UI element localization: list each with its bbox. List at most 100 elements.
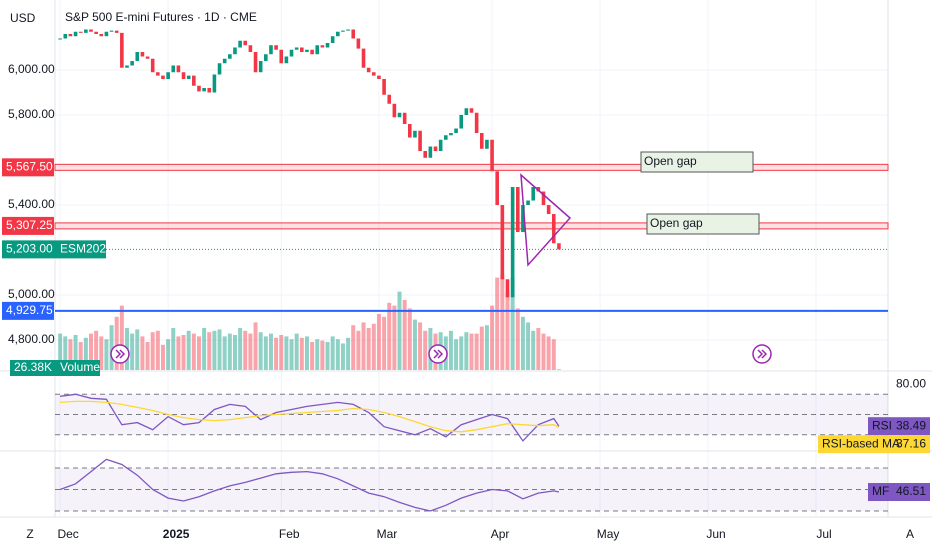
- volume-bar: [520, 316, 525, 370]
- candle-body: [145, 56, 150, 59]
- candle-body: [387, 94, 392, 104]
- candle-body: [551, 214, 556, 244]
- scale-button[interactable]: Z: [26, 527, 33, 541]
- candle-body: [515, 187, 520, 233]
- indicator-tag-value: 38.49: [896, 418, 926, 432]
- price-tick-label: 6,000.00: [8, 62, 55, 76]
- candle-body: [346, 29, 350, 31]
- price-tag-box: [2, 216, 54, 235]
- volume-bar: [464, 332, 469, 370]
- volume-bar: [412, 319, 417, 370]
- price-tag-box: [2, 158, 54, 177]
- scale-button[interactable]: A: [906, 527, 914, 541]
- candle-body: [433, 146, 438, 152]
- candle-body: [258, 60, 263, 73]
- candle-body: [500, 205, 505, 280]
- indicator-tag: MF 46.51: [868, 483, 930, 502]
- candle-body: [176, 65, 181, 73]
- indicator-tag-box: [868, 483, 930, 502]
- price-tick-label: 5,400.00: [8, 197, 55, 211]
- candle-body: [130, 60, 134, 66]
- candle-body: [407, 124, 412, 138]
- candle-body: [166, 72, 170, 79]
- time-tick-label: May: [597, 527, 620, 541]
- candle-body: [510, 187, 515, 298]
- volume-bar: [556, 369, 561, 370]
- volume-bar: [83, 337, 88, 370]
- volume-tag-box: [10, 360, 100, 376]
- candle-body: [320, 45, 325, 48]
- indicator-tag-name: RSI: [872, 418, 892, 432]
- candle-body: [89, 29, 93, 32]
- candle-body: [336, 31, 340, 37]
- candle-body: [366, 67, 371, 73]
- volume-bar: [99, 336, 104, 370]
- annotation-text: Open gap: [650, 216, 703, 230]
- volume-bar: [315, 339, 320, 370]
- time-tick-label: Feb: [279, 527, 300, 541]
- candle-body: [269, 45, 273, 55]
- candle-body: [78, 31, 83, 33]
- volume-bar: [207, 332, 212, 370]
- volume-bar: [366, 328, 371, 370]
- volume-bar: [217, 329, 222, 370]
- candle-body: [140, 51, 145, 57]
- volume-bar: [371, 323, 376, 370]
- volume-bar: [346, 337, 351, 370]
- volume-bar: [310, 342, 315, 370]
- volume-bar: [376, 314, 381, 370]
- volume-bar: [402, 300, 407, 370]
- candle-body: [289, 49, 294, 57]
- volume-bar: [160, 344, 165, 370]
- volume-bar: [546, 336, 551, 370]
- annotation-text: Open gap: [644, 154, 697, 168]
- volume-bar: [304, 336, 309, 370]
- volume-bar: [135, 329, 140, 370]
- candle-body: [449, 133, 453, 136]
- volume-bar: [490, 305, 495, 370]
- event-icon[interactable]: [752, 344, 772, 364]
- indicator-line: [59, 458, 560, 512]
- price-tag-label: 4,929.75: [6, 303, 53, 317]
- volume-bar: [94, 330, 99, 370]
- candle-body: [109, 30, 114, 32]
- candle-body: [454, 128, 458, 134]
- volume-bar: [268, 333, 273, 370]
- event-icon[interactable]: [428, 344, 448, 364]
- volume-bar: [299, 337, 304, 370]
- candle-body: [84, 29, 88, 33]
- event-icon[interactable]: [110, 344, 130, 364]
- volume-bar: [531, 330, 536, 370]
- price-tag: 4,929.75: [2, 301, 54, 320]
- volume-bar: [294, 333, 299, 370]
- last-price-box: [2, 240, 106, 259]
- volume-bar: [382, 316, 387, 370]
- currency-label: USD: [10, 11, 36, 25]
- volume-bar: [68, 339, 73, 370]
- candle-body: [310, 49, 314, 55]
- indicator-tag-name: MF: [872, 484, 889, 498]
- candle-body: [459, 115, 464, 129]
- volume-bar: [191, 333, 196, 370]
- price-tick-label: 4,800.00: [8, 332, 55, 346]
- candle-body: [479, 133, 484, 149]
- indicator-tag-name: RSI-based MA: [822, 436, 900, 450]
- candle-body: [351, 29, 356, 39]
- candle-body: [464, 108, 469, 116]
- triangle-drawing: [520, 173, 572, 267]
- candle-body: [469, 108, 474, 113]
- candle-body: [161, 75, 165, 79]
- candle-body: [485, 139, 489, 149]
- volume-bar: [484, 325, 489, 370]
- volume-bar: [500, 274, 505, 370]
- candle-body: [274, 45, 278, 50]
- indicator-tag-value: 37.16: [896, 436, 926, 450]
- volume-bar: [109, 325, 114, 370]
- indicator-tag-value: 46.51: [896, 484, 926, 498]
- volume-bar: [186, 330, 191, 370]
- volume-bar: [397, 291, 402, 370]
- volume-bar: [361, 322, 366, 370]
- candle-body: [120, 32, 124, 68]
- volume-bar: [479, 326, 484, 370]
